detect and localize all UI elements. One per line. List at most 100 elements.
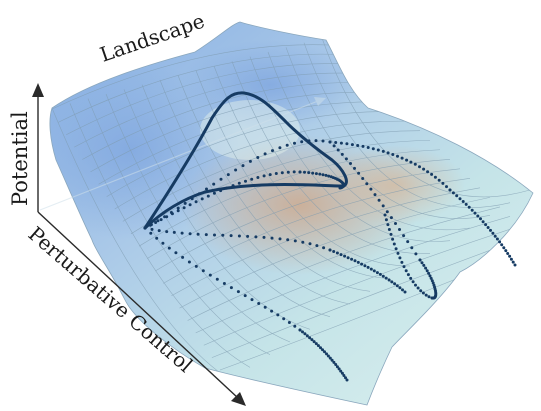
- trajectory-dot: [293, 239, 297, 243]
- trajectory-dot: [316, 344, 320, 348]
- trajectory-dot: [411, 280, 415, 284]
- trajectory-dot: [250, 177, 254, 181]
- trajectory-dot: [314, 172, 318, 176]
- trajectory-dot: [322, 246, 326, 250]
- trajectory-dot: [479, 217, 482, 221]
- trajectory-dot: [187, 260, 191, 264]
- trajectory-dot: [420, 261, 424, 265]
- trajectory-dot: [403, 290, 407, 294]
- trajectory-dot: [425, 269, 429, 273]
- trajectory-dot: [345, 378, 349, 382]
- trajectory-dot: [268, 173, 272, 177]
- trajectory-dot: [437, 178, 441, 182]
- trajectory-dot: [250, 298, 254, 302]
- trajectory-dot: [188, 203, 192, 207]
- depth-axis-arrow: [39, 97, 326, 211]
- trajectory-dot: [256, 156, 260, 159]
- trajectory-dot: [155, 236, 159, 240]
- trajectory-dot: [298, 328, 302, 332]
- trajectory-dot: [441, 181, 445, 185]
- trajectory-dot: [448, 188, 452, 192]
- trajectory-dot: [148, 223, 152, 227]
- trajectory-dot: [327, 174, 331, 178]
- perturbative-control-axis: [37, 211, 246, 406]
- potential-axis-label: Potential: [8, 111, 32, 206]
- trajectory-dot: [394, 247, 398, 251]
- trajectory-dot: [262, 235, 266, 239]
- trajectory-dot: [498, 240, 502, 244]
- trajectory-dot: [303, 170, 306, 174]
- trajectory-dot: [356, 144, 360, 147]
- trajectory-dot: [190, 197, 194, 201]
- trajectory-dot: [201, 269, 205, 273]
- trajectory-dot: [366, 265, 370, 269]
- trajectory-dot: [278, 237, 282, 241]
- trajectory-dot: [176, 209, 180, 213]
- trajectory-dot: [369, 267, 373, 271]
- trajectory-dot: [219, 189, 223, 193]
- trajectory-dot: [509, 257, 513, 261]
- trajectory-dot: [219, 177, 223, 181]
- trajectory-dot: [340, 371, 344, 375]
- trajectory-dot: [338, 186, 342, 190]
- trajectory-dot: [246, 234, 250, 238]
- trajectory-dot: [332, 250, 336, 253]
- trajectory-dot: [326, 354, 330, 358]
- trajectory-dot: [391, 153, 395, 156]
- trajectory-dot: [303, 332, 307, 336]
- trajectory-dot: [430, 172, 434, 176]
- trajectory-dot: [256, 176, 260, 179]
- trajectory-dot: [396, 251, 400, 255]
- trajectory-dot: [390, 280, 394, 284]
- trajectory-dot: [229, 286, 233, 290]
- trajectory-dot: [377, 198, 381, 202]
- trajectory-dot: [156, 219, 160, 223]
- trajectory-dot: [461, 200, 465, 203]
- trajectory-dot: [339, 141, 343, 145]
- trajectory-dot: [428, 274, 432, 278]
- trajectory-dot: [381, 149, 385, 153]
- trajectory-dot: [318, 172, 322, 176]
- trajectory-dot: [422, 263, 426, 267]
- trajectory-dot: [301, 240, 305, 244]
- trajectory-dot: [332, 360, 336, 364]
- trajectory-dot: [502, 246, 506, 250]
- trajectory-dot: [194, 200, 198, 204]
- trajectory-dot: [414, 252, 418, 256]
- trajectory-dot: [458, 197, 462, 201]
- trajectory-dot: [293, 141, 296, 145]
- trajectory-dot: [346, 256, 350, 260]
- trajectory-dot: [244, 179, 247, 183]
- trajectory-dot: [321, 348, 324, 352]
- trajectory-dot: [340, 152, 344, 156]
- trajectory-dot: [314, 342, 318, 346]
- trajectory-dot: [222, 282, 226, 285]
- trajectory-dot: [263, 305, 267, 309]
- trajectory-dot: [159, 218, 163, 222]
- trajectory-dot: [282, 317, 286, 321]
- trajectory-dot: [180, 231, 184, 235]
- trajectory-dot: [287, 321, 291, 324]
- potential-axis: [32, 83, 44, 212]
- trajectory-dot: [424, 266, 428, 270]
- trajectory-dot: [205, 187, 208, 191]
- trajectory-dot: [167, 246, 171, 250]
- trajectory-dot: [389, 216, 393, 220]
- trajectory-dot: [343, 254, 347, 258]
- trajectory-dot: [495, 237, 499, 241]
- trajectory-dot: [206, 194, 210, 198]
- trajectory-dot: [344, 157, 348, 161]
- trajectory-dot: [213, 233, 216, 237]
- trajectory-dot: [429, 276, 433, 280]
- trajectory-dot: [427, 295, 431, 299]
- trajectory-dot: [400, 156, 404, 160]
- trajectory-dot: [464, 202, 468, 206]
- trajectory-dot: [212, 182, 216, 186]
- trajectory-dot: [402, 265, 406, 269]
- trajectory-dot: [237, 234, 241, 238]
- trajectory-dot: [467, 205, 471, 209]
- trajectory-dot: [328, 248, 332, 252]
- trajectory-dot: [237, 181, 241, 185]
- trajectory-dot: [328, 140, 332, 144]
